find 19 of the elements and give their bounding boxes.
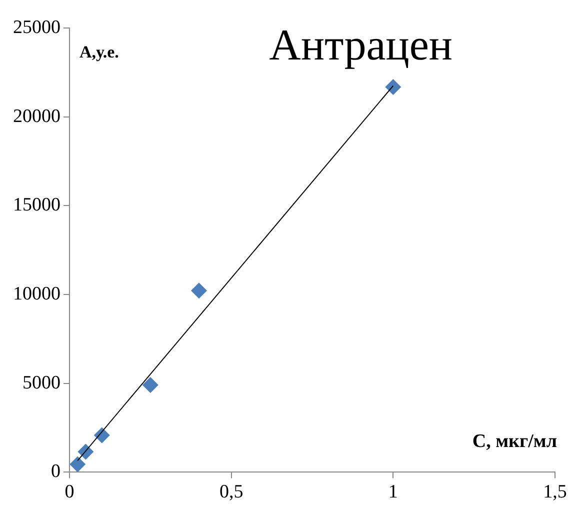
- y-tick-label: 5000: [22, 372, 60, 394]
- point: [94, 427, 110, 444]
- x-tick-label: 1,5: [543, 482, 567, 503]
- point: [78, 444, 94, 460]
- y-axis-title: А,у.е.: [80, 42, 119, 62]
- x-tick-label: 1: [388, 482, 398, 503]
- y-tick-label: 10000: [13, 284, 60, 305]
- y-tick-label: 25000: [13, 16, 60, 38]
- point: [142, 376, 158, 393]
- chart-title: Антрацен: [269, 20, 452, 70]
- point: [70, 456, 86, 472]
- x-tick-label: 0,5: [219, 482, 244, 503]
- x-axis-title: С, мкг/мл: [472, 431, 558, 452]
- y-tick-label: 15000: [13, 194, 60, 216]
- point: [385, 78, 402, 95]
- x-tick-label: 0: [64, 482, 74, 503]
- point: [190, 282, 207, 299]
- y-tick-label: 0: [51, 461, 60, 482]
- y-tick-label: 20000: [13, 106, 60, 127]
